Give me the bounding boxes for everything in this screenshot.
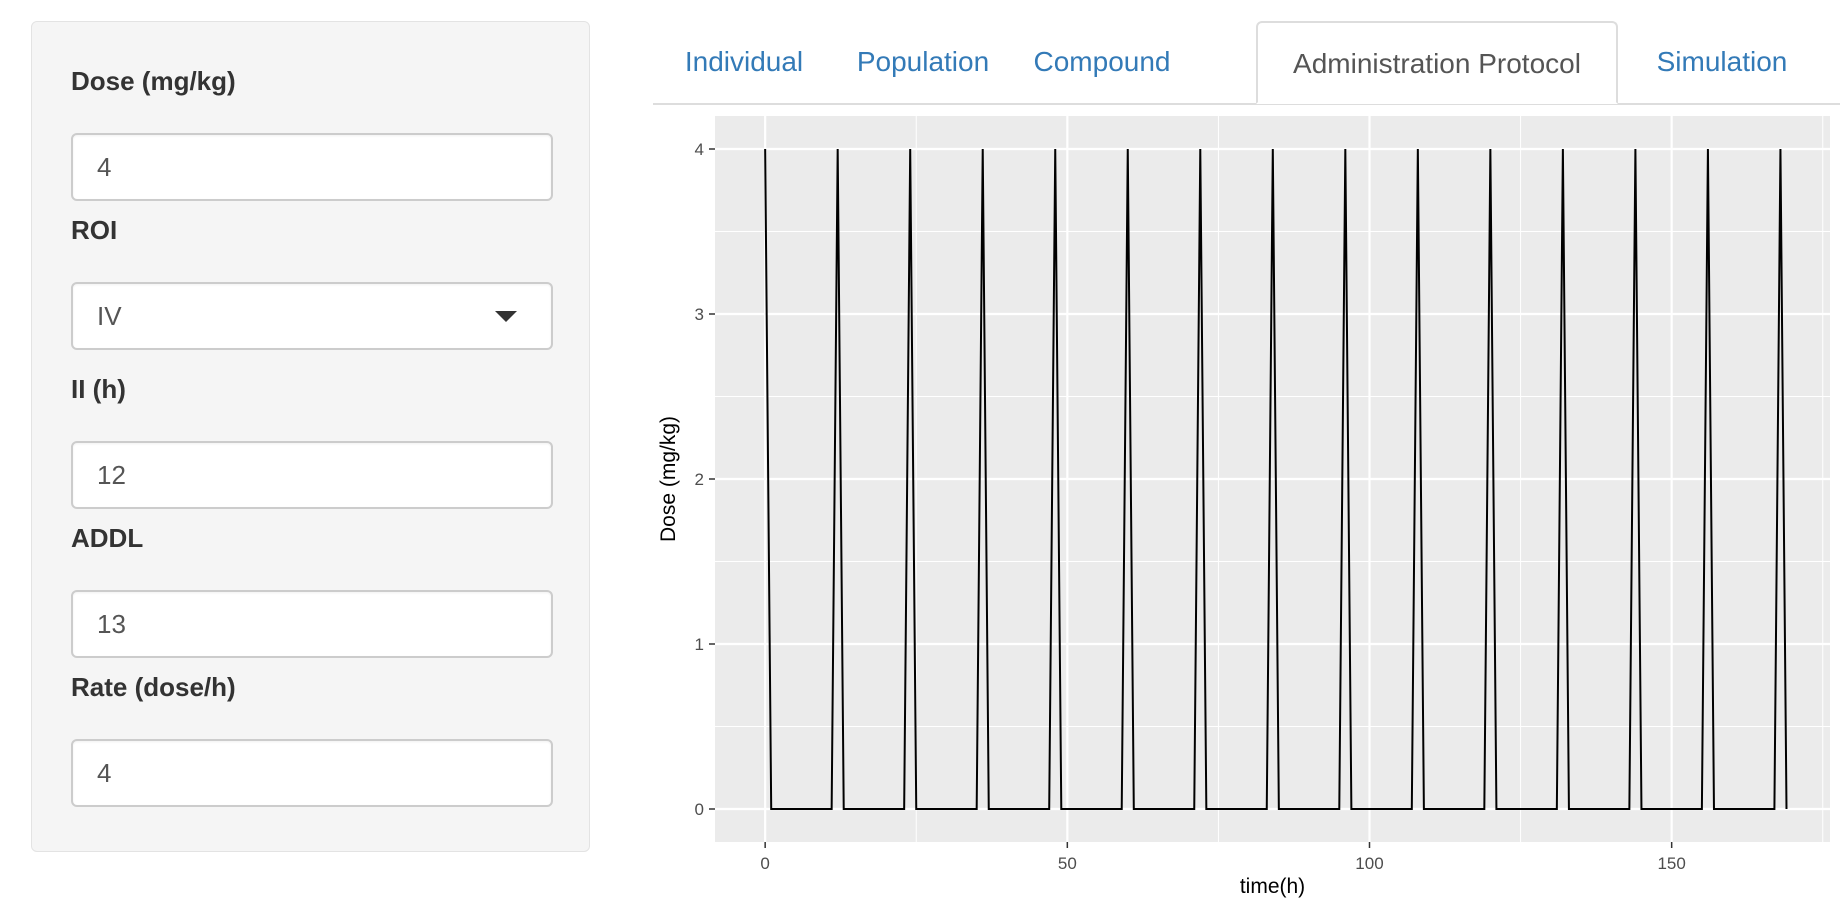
addl-input[interactable]: 13 — [71, 590, 553, 658]
tab-bar: Individual Population Compound Administr… — [653, 0, 1840, 105]
x-axis: 0 50 100 150 — [760, 842, 1686, 873]
roi-selected-value: IV — [97, 301, 122, 331]
x-tick-label: 100 — [1355, 854, 1383, 873]
tab-simulation[interactable]: Simulation — [1656, 46, 1788, 77]
major-gridlines — [715, 116, 1830, 842]
x-axis-label: time(h) — [1240, 875, 1305, 898]
roi-label: ROI — [71, 215, 118, 245]
rate-input[interactable]: 4 — [71, 739, 553, 807]
dose-input[interactable]: 4 — [71, 133, 553, 201]
x-tick-label: 150 — [1657, 854, 1685, 873]
tab-administration-protocol[interactable]: Administration Protocol — [1256, 21, 1618, 104]
addl-field-group: ADDL 13 — [71, 523, 553, 658]
rate-field-group: Rate (dose/h) 4 — [71, 672, 553, 807]
dose-series-line — [764, 148, 1788, 810]
rate-label: Rate (dose/h) — [71, 672, 236, 702]
tab-population[interactable]: Population — [856, 46, 990, 77]
input-panel: Dose (mg/kg) 4 ROI IV II (h) 12 ADDL 13 … — [31, 21, 590, 852]
y-tick-label: 0 — [695, 800, 704, 819]
y-tick-label: 2 — [695, 470, 704, 489]
addl-label: ADDL — [71, 523, 144, 553]
x-tick-label: 50 — [1058, 854, 1077, 873]
x-tick-label: 0 — [760, 854, 769, 873]
y-tick-label: 4 — [695, 140, 704, 159]
ii-label: II (h) — [71, 374, 126, 404]
roi-select[interactable]: IV — [71, 282, 553, 350]
tab-bar-divider — [653, 103, 1840, 105]
dose-protocol-chart: 0 1 2 3 4 0 50 100 150 time(h) Dose (mg/kg) — [657, 116, 1830, 898]
y-axis-label: Dose (mg/kg) — [657, 416, 680, 542]
ii-field-group: II (h) 12 — [71, 374, 553, 509]
y-tick-label: 1 — [695, 635, 704, 654]
ii-input[interactable]: 12 — [71, 441, 553, 509]
minor-gridlines — [715, 116, 1830, 842]
roi-field-group: ROI IV — [71, 215, 553, 350]
dose-field-group: Dose (mg/kg) 4 — [71, 66, 553, 201]
y-axis: 0 1 2 3 4 — [695, 140, 715, 819]
tab-individual[interactable]: Individual — [684, 46, 804, 77]
dose-label: Dose (mg/kg) — [71, 66, 236, 96]
y-tick-label: 3 — [695, 305, 704, 324]
tab-compound[interactable]: Compound — [1033, 46, 1171, 77]
caret-down-icon — [495, 311, 517, 322]
